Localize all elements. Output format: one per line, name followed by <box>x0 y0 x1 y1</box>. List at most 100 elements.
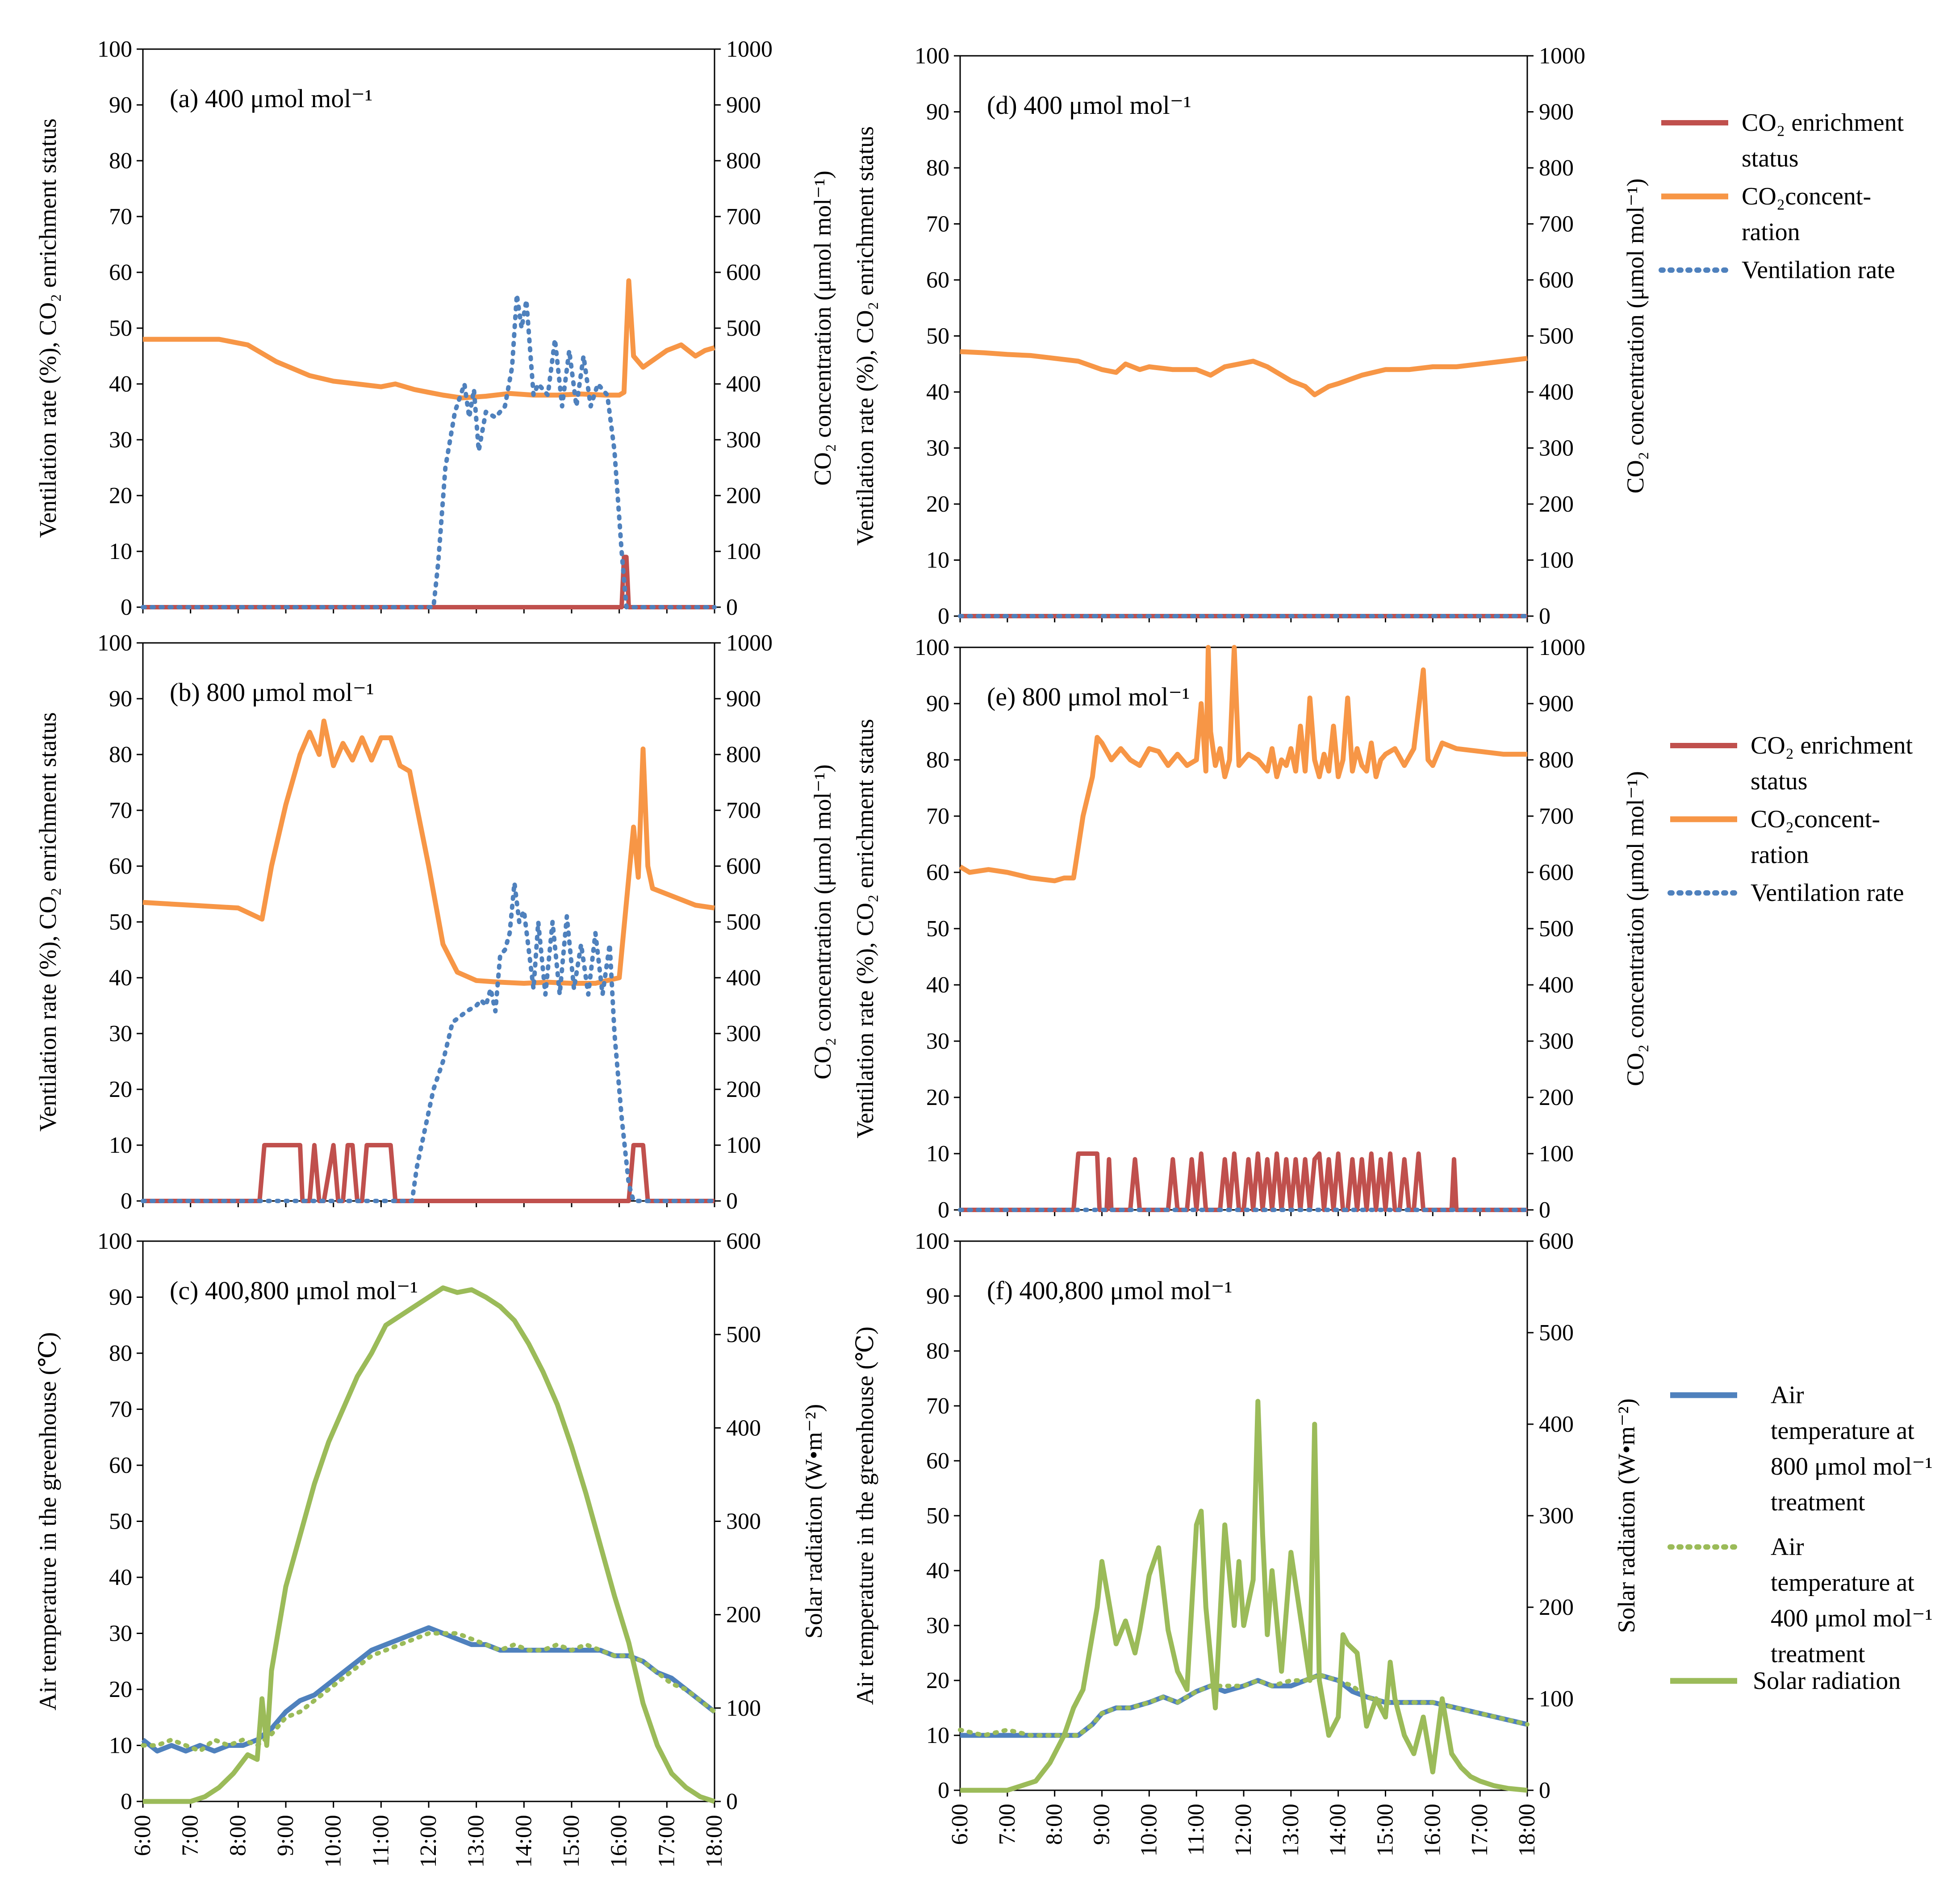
series-co2 <box>959 645 1527 884</box>
x-tick-label: 7:00 <box>995 1804 1020 1845</box>
legend-solar-label-line: Solar radiation <box>1753 1667 1901 1695</box>
y-tick-label: 10 <box>926 548 949 573</box>
y-tick-label: 80 <box>109 742 132 767</box>
y2-tick-label: 200 <box>726 483 761 509</box>
y2-tick-label: 300 <box>726 427 761 453</box>
y-tick-label: 70 <box>926 804 949 829</box>
legend-air400-label-line: temperature at <box>1771 1569 1914 1597</box>
y2-tick-label: 500 <box>1539 916 1574 942</box>
y2-tick-label: 200 <box>726 1077 761 1102</box>
series-enrichment <box>143 554 715 609</box>
y-tick-label: 40 <box>109 371 132 397</box>
panel-f: 0 10 20 30 40 50 60 70 80 90 100 0 100 200 300 400 500 60… <box>852 1229 1640 1856</box>
y2-tick-label: 200 <box>726 1602 761 1628</box>
y2-tick-label: 100 <box>1539 1141 1574 1167</box>
y2-tick-label: 100 <box>726 1133 761 1158</box>
y2-tick-label: 300 <box>1539 1029 1574 1054</box>
y-tick-label: 10 <box>926 1141 949 1167</box>
y2-tick-label: 800 <box>726 742 761 767</box>
y-tick-label: 60 <box>926 267 949 293</box>
y-tick-label: 80 <box>109 148 132 174</box>
series-co2 <box>143 278 715 400</box>
y2-tick-label: 500 <box>726 1322 761 1347</box>
y2-tick-label: 500 <box>726 909 761 935</box>
y-tick-label: 90 <box>926 100 949 125</box>
y2-tick-label: 600 <box>726 854 761 879</box>
legend-air400-label-line: Air <box>1771 1533 1804 1561</box>
y-tick-label: 20 <box>109 483 132 509</box>
panel-title: (b) 800 μmol mol⁻¹ <box>170 678 374 707</box>
y-tick-label: 90 <box>109 92 132 118</box>
y-tick-label: 0 <box>938 1197 949 1223</box>
y2-tick-label: 1000 <box>1539 635 1585 660</box>
x-tick-label: 11:00 <box>1183 1804 1209 1856</box>
y-tick-label: 10 <box>109 539 132 564</box>
y-tick-label: 100 <box>97 630 132 656</box>
x-tick-label: 17:00 <box>654 1815 679 1868</box>
legend-co2-label: CO₂concent-ration <box>1742 183 1871 246</box>
x-tick-label: 8:00 <box>225 1815 251 1856</box>
y-tick-label: 0 <box>938 604 949 629</box>
legend-ventilation-label: Ventilation rate <box>1751 879 1904 907</box>
y2-axis-label: CO₂ concentration (μmol mol⁻¹) <box>809 764 836 1080</box>
y-tick-label: 80 <box>926 1338 949 1364</box>
y2-tick-label: 400 <box>726 1415 761 1441</box>
y-tick-label: 30 <box>926 1613 949 1638</box>
y-tick-label: 30 <box>109 427 132 453</box>
panel-c: 0102030405060708090100010020030040050060… <box>34 1229 1933 1868</box>
series-air800 <box>141 1625 716 1754</box>
panel-a: 0102030405060708090100010020030040050060… <box>34 37 1904 620</box>
plot-frame <box>959 55 1528 617</box>
y2-axis-label: CO₂ concentration (μmol mol⁻¹) <box>1622 179 1649 494</box>
plot-frame <box>142 642 715 1202</box>
legend-air800-label-line: 800 μmol mol⁻¹ <box>1771 1453 1933 1480</box>
y2-tick-label: 400 <box>726 371 761 397</box>
x-tick-label: 18:00 <box>1514 1804 1540 1856</box>
y-tick-label: 50 <box>109 1509 132 1534</box>
y2-tick-label: 600 <box>726 1229 761 1254</box>
series-ventilation <box>141 292 717 609</box>
x-tick-label: 12:00 <box>416 1815 441 1868</box>
legend-air400-label: Air temperature at 400 μmol mol⁻¹ treatment <box>1771 1533 1933 1668</box>
legend-enrichment-label-line: status <box>1742 145 1799 172</box>
x-tick-label: 18:00 <box>702 1815 727 1868</box>
x-tick-label: 15:00 <box>1373 1804 1398 1856</box>
x-tick-label: 6:00 <box>130 1815 155 1856</box>
y2-tick-label: 400 <box>1539 379 1574 405</box>
y-axis-label: Ventilation rate (%), CO₂ enrichment sta… <box>34 118 61 538</box>
y-tick-label: 40 <box>926 379 949 405</box>
legend-enrichment-label: CO₂ enrichment status <box>1751 732 1913 795</box>
y-tick-label: 100 <box>97 37 132 62</box>
y2-tick-label: 100 <box>1539 548 1574 573</box>
x-tick-label: 15:00 <box>559 1815 584 1868</box>
y2-tick-label: 200 <box>1539 1085 1574 1110</box>
y2-tick-label: 800 <box>1539 155 1574 181</box>
x-tick-label: 12:00 <box>1231 1804 1256 1856</box>
panel-d: 0102030405060708090100010020030040050060… <box>852 43 1649 629</box>
legend-co2-label: CO₂concent-ration <box>1751 805 1880 869</box>
y-axis-label: Ventilation rate (%), CO₂ enrichment sta… <box>852 719 878 1138</box>
x-tick-label: 16:00 <box>1420 1804 1445 1856</box>
y2-tick-label: 500 <box>726 316 761 341</box>
y2-tick-label: 800 <box>1539 747 1574 773</box>
legend-enrichment-label-line: status <box>1751 767 1808 795</box>
y2-tick-label: 600 <box>726 260 761 285</box>
x-tick-label: 7:00 <box>178 1815 203 1856</box>
y-tick-label: 20 <box>926 1668 949 1693</box>
y2-tick-label: 0 <box>1539 1197 1550 1223</box>
y2-tick-label: 400 <box>726 965 761 991</box>
legend-solar-label: Solar radiation <box>1753 1667 1901 1695</box>
y-tick-label: 0 <box>121 1188 132 1214</box>
y-tick-label: 100 <box>915 1229 949 1254</box>
y2-tick-label: 900 <box>1539 100 1574 125</box>
y2-axis-label: Solar radiation (W•m⁻²) <box>1613 1398 1640 1633</box>
plot-frame <box>142 1240 715 1802</box>
series-solar <box>960 1399 1528 1793</box>
y2-tick-label: 800 <box>726 148 761 174</box>
panel-title: (c) 400,800 μmol mol⁻¹ <box>170 1276 418 1305</box>
y2-tick-label: 700 <box>726 798 761 823</box>
y2-tick-label: 0 <box>726 595 738 620</box>
y-tick-label: 0 <box>938 1778 949 1803</box>
y-tick-label: 60 <box>926 1448 949 1474</box>
